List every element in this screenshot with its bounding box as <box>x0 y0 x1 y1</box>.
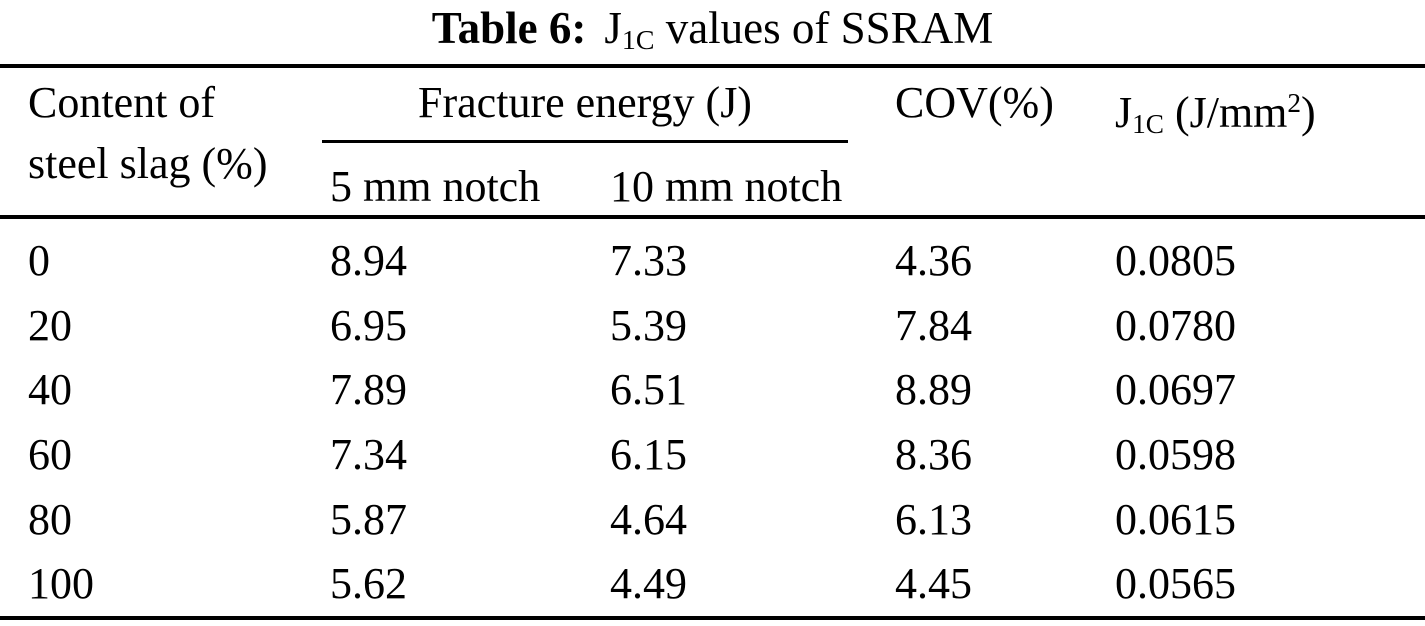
table-caption: Table 6: J1C values of SSRAM <box>0 0 1425 69</box>
header-j1c-subscript: 1C <box>1132 109 1164 139</box>
caption-j: J <box>604 3 622 53</box>
cell-slag-content: 0 <box>28 235 50 285</box>
cell-10mm-notch: 6.15 <box>610 429 687 479</box>
cell-slag-content: 60 <box>28 429 72 479</box>
caption-j-subscript: 1C <box>621 25 655 57</box>
header-j1c-j: J <box>1115 88 1133 137</box>
header-cov: COV(%) <box>895 78 1054 127</box>
cell-5mm-notch: 8.94 <box>330 235 407 285</box>
table-body: 0 8.94 7.33 4.36 0.0805 20 6.95 5.39 7.8… <box>0 220 1425 616</box>
cell-slag-content: 100 <box>28 559 94 609</box>
table-row: 80 5.87 4.64 6.13 0.0615 <box>0 487 1425 552</box>
cell-slag-content: 20 <box>28 300 72 350</box>
cell-10mm-notch: 6.51 <box>610 365 687 415</box>
cell-cov: 4.45 <box>895 559 972 609</box>
cell-cov: 6.13 <box>895 494 972 544</box>
cell-10mm-notch: 4.64 <box>610 494 687 544</box>
table-row: 20 6.95 5.39 7.84 0.0780 <box>0 293 1425 358</box>
cell-5mm-notch: 6.95 <box>330 300 407 350</box>
caption-rest: values of SSRAM <box>654 3 994 53</box>
header-j1c-close-paren: ) <box>1301 88 1316 137</box>
cell-10mm-notch: 5.39 <box>610 300 687 350</box>
cell-cov: 8.89 <box>895 365 972 415</box>
cell-5mm-notch: 7.34 <box>330 429 407 479</box>
header-content-line1: Content of <box>28 78 215 127</box>
cell-5mm-notch: 5.62 <box>330 559 407 609</box>
table-row: 40 7.89 6.51 8.89 0.0697 <box>0 357 1425 422</box>
table-row: 0 8.94 7.33 4.36 0.0805 <box>0 228 1425 293</box>
cell-5mm-notch: 7.89 <box>330 365 407 415</box>
header-10mm-notch: 10 mm notch <box>610 162 843 211</box>
cell-j1c: 0.0615 <box>1115 494 1236 544</box>
header-j1c-units: (J/mm <box>1163 88 1288 137</box>
table-top-rule <box>0 64 1425 68</box>
header-j1c-superscript: 2 <box>1287 88 1302 118</box>
cell-j1c: 0.0598 <box>1115 429 1236 479</box>
cell-5mm-notch: 5.87 <box>330 494 407 544</box>
header-fracture-energy-group: Fracture energy (J) <box>418 78 752 127</box>
cell-slag-content: 40 <box>28 365 72 415</box>
table-header-rule <box>0 215 1425 219</box>
cell-10mm-notch: 4.49 <box>610 559 687 609</box>
cell-j1c: 0.0780 <box>1115 300 1236 350</box>
cell-10mm-notch: 7.33 <box>610 235 687 285</box>
table-number: Table 6: <box>431 3 587 53</box>
table-row: 100 5.62 4.49 4.45 0.0565 <box>0 551 1425 616</box>
cell-cov: 7.84 <box>895 300 972 350</box>
header-5mm-notch: 5 mm notch <box>330 162 541 211</box>
fracture-energy-underline <box>322 140 848 143</box>
cell-cov: 8.36 <box>895 429 972 479</box>
cell-cov: 4.36 <box>895 235 972 285</box>
table-row: 60 7.34 6.15 8.36 0.0598 <box>0 422 1425 487</box>
header-j1c: J1C (J/mm2) <box>1115 80 1316 147</box>
cell-j1c: 0.0565 <box>1115 559 1236 609</box>
cell-j1c: 0.0697 <box>1115 365 1236 415</box>
cell-slag-content: 80 <box>28 494 72 544</box>
cell-j1c: 0.0805 <box>1115 235 1236 285</box>
header-content-line2: steel slag (%) <box>28 139 268 188</box>
table-bottom-rule <box>0 616 1425 620</box>
